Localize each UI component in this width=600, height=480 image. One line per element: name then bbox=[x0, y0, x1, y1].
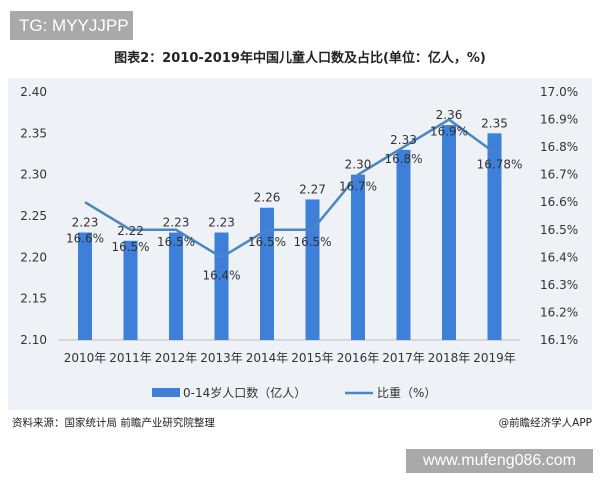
y-left-tick: 2.20 bbox=[20, 250, 47, 264]
line-label: 16.8% bbox=[384, 152, 422, 166]
y-right-tick: 16.2% bbox=[540, 305, 578, 319]
line-label: 16.5% bbox=[293, 235, 331, 249]
x-tick: 2010年 bbox=[64, 351, 107, 365]
legend-bar-label: 0-14岁人口数（亿人） bbox=[183, 385, 306, 400]
y-right-tick: 16.5% bbox=[540, 223, 578, 237]
line-label: 16.5% bbox=[248, 235, 286, 249]
ratio-line bbox=[84, 118, 496, 259]
y-right-tick: 16.4% bbox=[540, 250, 578, 264]
x-tick: 2017年 bbox=[382, 351, 425, 365]
bar bbox=[487, 133, 502, 340]
y-right-tick: 16.7% bbox=[540, 168, 578, 182]
y-right-tick: 17.0% bbox=[540, 85, 578, 99]
x-tick: 2018年 bbox=[428, 351, 471, 365]
bar bbox=[78, 232, 92, 340]
y-left-tick: 2.25 bbox=[20, 209, 47, 223]
credit: @前瞻经济学人APP bbox=[498, 417, 592, 429]
y-left-tick: 2.15 bbox=[20, 292, 47, 306]
bar-label: 2.23 bbox=[72, 216, 99, 230]
y-left-tick: 2.40 bbox=[20, 85, 47, 99]
line-label: 16.7% bbox=[339, 180, 377, 194]
y-right-tick: 16.6% bbox=[540, 195, 578, 209]
y-left-tick: 2.30 bbox=[20, 168, 47, 182]
y-left-tick: 2.10 bbox=[20, 333, 47, 347]
line-label: 16.5% bbox=[157, 235, 195, 249]
bar-label: 2.30 bbox=[345, 158, 372, 172]
y-right-tick: 16.3% bbox=[540, 278, 578, 292]
line-label: 16.78% bbox=[477, 158, 523, 172]
line-label: 16.5% bbox=[111, 240, 149, 254]
watermark-tg: TG: MYYJJPP bbox=[10, 11, 133, 40]
bar-label: 2.36 bbox=[436, 108, 463, 122]
x-tick: 2012年 bbox=[155, 351, 198, 365]
source-note: 资料来源：国家统计局 前瞻产业研究院整理 bbox=[12, 417, 215, 429]
y-right-tick: 16.1% bbox=[540, 333, 578, 347]
legend-line-label: 比重（%） bbox=[377, 386, 436, 400]
x-tick: 2011年 bbox=[109, 351, 152, 365]
bar bbox=[351, 174, 365, 340]
legend-bar-swatch bbox=[152, 388, 180, 397]
bar-label: 2.23 bbox=[163, 216, 190, 230]
x-tick: 2014年 bbox=[246, 351, 289, 365]
line-label: 16.9% bbox=[430, 125, 468, 139]
x-tick: 2016年 bbox=[337, 351, 380, 365]
bar-label: 2.22 bbox=[117, 224, 144, 238]
bar-label: 2.35 bbox=[481, 116, 508, 130]
bar bbox=[305, 199, 320, 340]
y-right-tick: 16.8% bbox=[540, 140, 578, 154]
y-left-tick: 2.35 bbox=[20, 126, 47, 140]
bar bbox=[169, 232, 183, 340]
bar bbox=[260, 207, 274, 340]
chart: 2.10 2.15 2.20 2.25 2.30 2.35 2.40 16.1% 16.2% 16… bbox=[20, 85, 578, 400]
bar-label: 2.27 bbox=[299, 182, 326, 196]
bar bbox=[214, 232, 229, 340]
x-tick: 2019年 bbox=[473, 351, 516, 365]
line-label: 16.6% bbox=[66, 232, 104, 246]
bar-label: 2.33 bbox=[390, 133, 417, 147]
bar bbox=[442, 125, 456, 340]
x-tick: 2013年 bbox=[200, 351, 243, 365]
line-label: 16.4% bbox=[202, 268, 240, 282]
chart-title: 图表2：2010-2019年中国儿童人口数及占比(单位：亿人，%) bbox=[114, 51, 486, 66]
bar-label: 2.26 bbox=[254, 191, 281, 205]
bar-label: 2.23 bbox=[208, 216, 235, 230]
y-right-tick: 16.9% bbox=[540, 113, 578, 127]
x-tick: 2015年 bbox=[291, 351, 334, 365]
bar bbox=[396, 149, 411, 340]
bar bbox=[123, 240, 138, 340]
watermark-url: www.mufeng086.com bbox=[406, 449, 593, 473]
